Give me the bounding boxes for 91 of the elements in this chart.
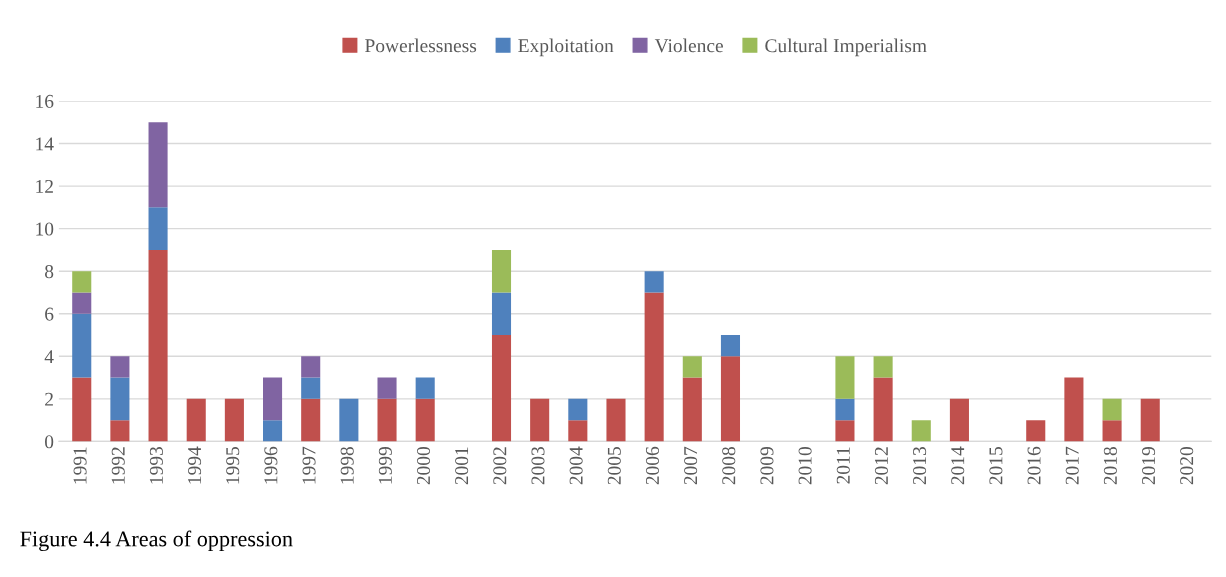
bar xyxy=(1064,377,1084,442)
bar xyxy=(72,292,92,314)
x-tick-label: 1999 xyxy=(378,447,392,484)
x-tick-label: 2003 xyxy=(531,447,545,485)
bar xyxy=(415,377,435,399)
bar xyxy=(873,356,893,378)
bar xyxy=(110,377,130,421)
x-tick-label: 2002 xyxy=(493,447,507,485)
bar xyxy=(530,398,550,442)
bar xyxy=(720,335,741,357)
bar xyxy=(644,271,664,293)
x-tick-label: 1993 xyxy=(149,447,163,484)
x-tick-label: 2017 xyxy=(1065,446,1079,485)
x-tick-label: 2016 xyxy=(1027,446,1041,485)
bar xyxy=(263,377,283,421)
x-tick-label: 2007 xyxy=(684,446,698,485)
x-tick-label: 1995 xyxy=(226,447,240,484)
bar xyxy=(72,377,92,442)
caption: Figure 4.4 Areas of oppression xyxy=(20,530,293,552)
x-tick-label: 1991 xyxy=(73,447,87,484)
bar xyxy=(491,292,512,336)
legend-label: Powerlessness xyxy=(365,38,477,53)
x-tick-label: 2020 xyxy=(1180,447,1194,485)
bar xyxy=(568,420,588,442)
bar xyxy=(110,356,130,378)
x-tick-label: 2010 xyxy=(798,447,812,485)
y-tick-label: 0 xyxy=(45,435,54,449)
x-tick-label: 2011 xyxy=(836,447,850,484)
bar xyxy=(301,356,321,378)
y-tick-label: 12 xyxy=(36,179,53,193)
x-tick-label: 2005 xyxy=(607,447,621,485)
bar xyxy=(835,420,855,442)
x-tick-label: 2000 xyxy=(416,447,431,485)
bar xyxy=(873,377,893,442)
y-tick-label: 4 xyxy=(44,350,54,364)
x-tick-label: 1997 xyxy=(302,446,316,484)
bar xyxy=(224,398,244,442)
x-tick-label: 2012 xyxy=(874,447,888,485)
bar xyxy=(377,377,397,399)
bar xyxy=(491,249,512,293)
y-tick-label: 8 xyxy=(45,265,54,279)
bar xyxy=(377,398,397,442)
bar xyxy=(606,398,626,442)
bar xyxy=(1102,398,1122,421)
bar xyxy=(720,356,741,442)
x-tick-label: 1998 xyxy=(340,447,354,484)
bar xyxy=(301,377,321,399)
bar xyxy=(1102,420,1122,442)
x-tick-label: 1992 xyxy=(111,447,125,484)
bar xyxy=(72,313,92,378)
x-tick-label: 2019 xyxy=(1141,447,1156,485)
bar xyxy=(301,398,321,442)
y-tick-label: 14 xyxy=(36,137,54,151)
x-tick-label: 2013 xyxy=(913,447,927,485)
x-tick-label: 2008 xyxy=(722,447,736,485)
x-tick-label: 2001 xyxy=(455,447,469,485)
bar xyxy=(1140,398,1160,442)
bar xyxy=(339,398,359,442)
x-tick-label: 1994 xyxy=(188,446,202,484)
bar xyxy=(148,122,168,208)
x-tick-label: 2015 xyxy=(989,447,1003,485)
y-tick-label: 2 xyxy=(45,392,53,406)
bar xyxy=(682,356,702,378)
bar xyxy=(1026,420,1046,442)
bar xyxy=(682,377,702,442)
x-tick-label: 2009 xyxy=(760,447,774,485)
y-tick-label: 16 xyxy=(36,94,54,108)
bar xyxy=(911,420,931,442)
bar xyxy=(72,271,92,293)
bar xyxy=(835,356,855,399)
bar xyxy=(148,207,168,250)
x-tick-label: 2006 xyxy=(645,446,660,485)
bar xyxy=(148,249,168,442)
bar xyxy=(568,398,588,421)
x-tick-label: 2018 xyxy=(1103,447,1117,485)
bar xyxy=(835,398,855,421)
y-tick-label: 10 xyxy=(36,222,54,236)
x-tick-label: 1996 xyxy=(264,446,278,484)
y-tick-label: 6 xyxy=(45,307,54,321)
bar xyxy=(263,420,283,442)
bar xyxy=(186,398,206,442)
legend-label: Exploitation xyxy=(518,38,614,57)
x-tick-label: 2004 xyxy=(569,446,583,485)
x-tick-label: 2014 xyxy=(951,446,965,485)
legend-label: Violence xyxy=(654,38,723,53)
bar xyxy=(110,420,130,442)
bar xyxy=(949,398,969,442)
bar xyxy=(491,335,512,442)
legend-label: Cultural Imperialism xyxy=(765,38,927,57)
bar xyxy=(644,292,664,442)
bar xyxy=(415,398,435,442)
